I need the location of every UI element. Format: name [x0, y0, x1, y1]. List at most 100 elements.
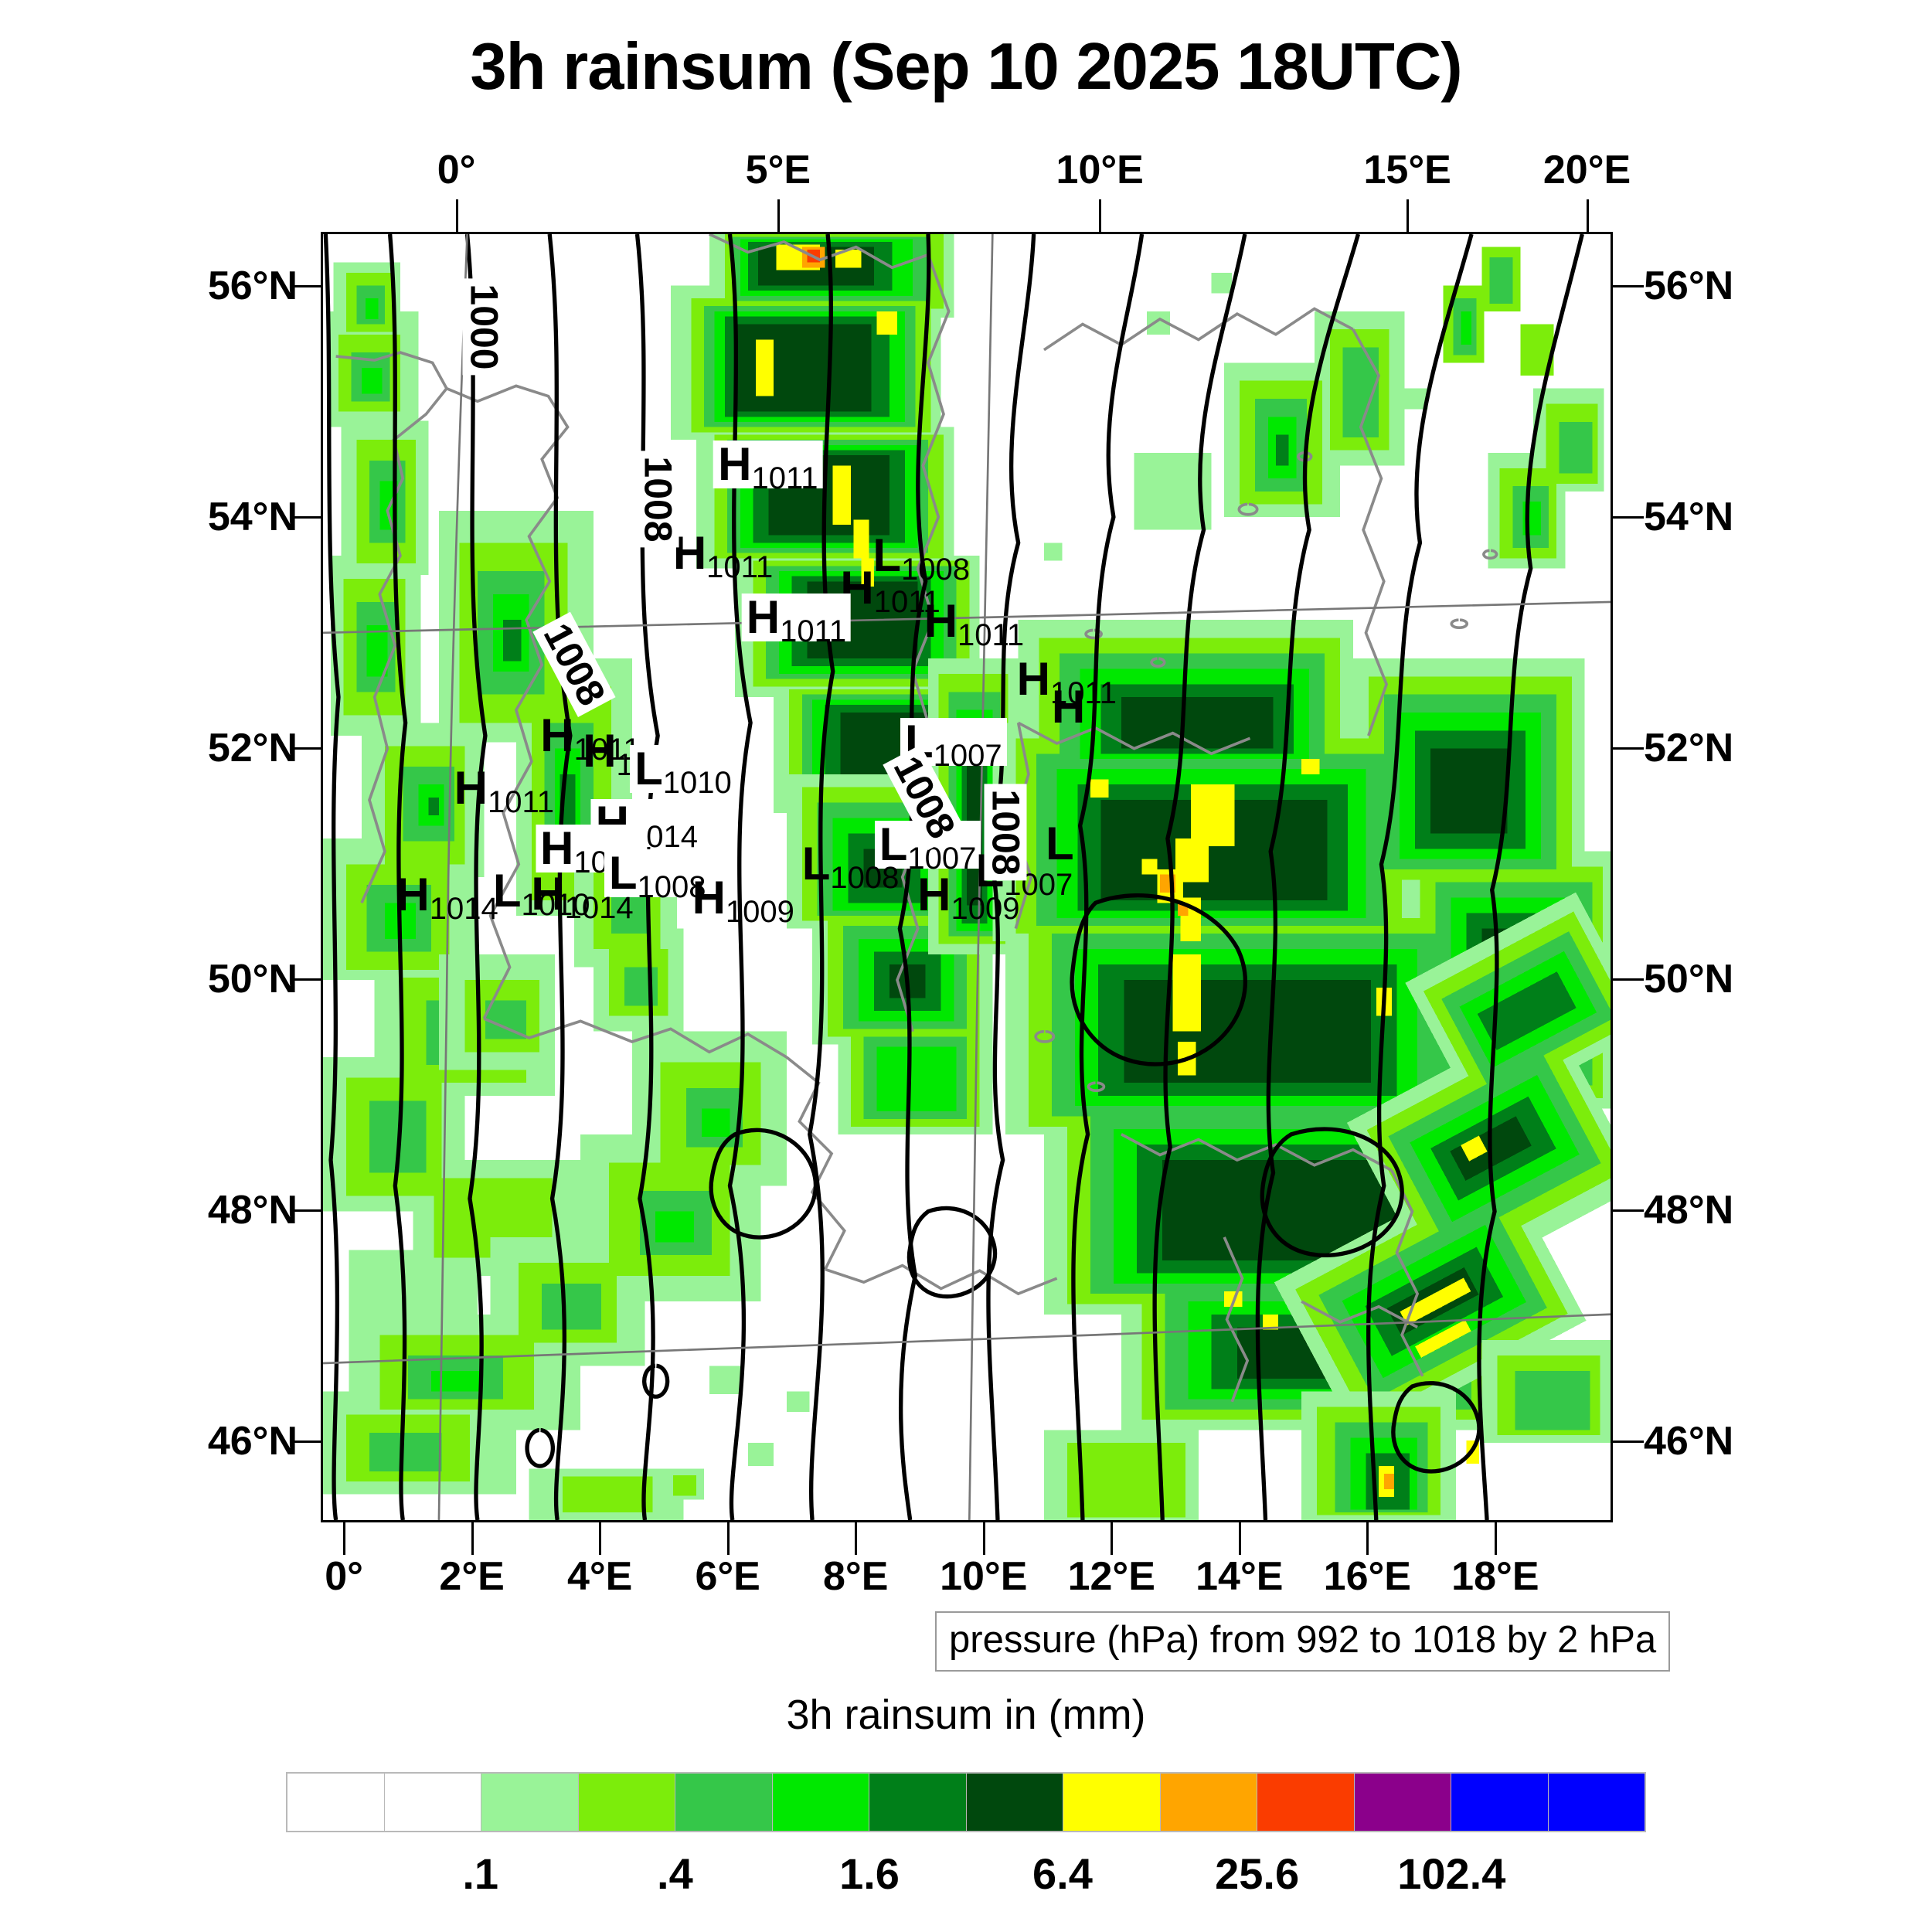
- axis-label-left: 50°N: [207, 957, 298, 1002]
- tick-mark: [1613, 978, 1644, 981]
- pressure-center-high: H1011: [741, 590, 852, 647]
- pressure-center-symbol: H: [1051, 681, 1086, 733]
- tick-mark: [777, 199, 780, 232]
- pressure-center-high: H1011: [835, 564, 944, 617]
- tick-mark: [343, 1522, 346, 1555]
- pressure-center-symbol: H: [531, 867, 565, 920]
- pressure-center-value: 1014: [564, 890, 634, 925]
- tick-mark: [599, 1522, 602, 1555]
- pressure-center-symbol: H: [746, 590, 781, 643]
- axis-label-right: 52°N: [1644, 726, 1734, 770]
- pressure-center-high: H1011: [536, 712, 645, 765]
- tick-mark: [290, 284, 321, 287]
- tick-mark: [471, 1522, 474, 1555]
- axis-label-bottom: 6°E: [695, 1554, 760, 1599]
- tick-mark: [1613, 747, 1644, 750]
- tick-mark: [1494, 1522, 1497, 1555]
- pressure-center-value: 1010: [521, 888, 590, 923]
- axis-label-right: 54°N: [1644, 494, 1734, 539]
- pressure-center-symbol: H: [1016, 652, 1051, 705]
- map-plot-area[interactable]: H1011 H1011 L1008 H1011 H1011 H1011 H1011 L1007…: [321, 232, 1613, 1522]
- tick-mark: [726, 1522, 730, 1555]
- pressure-center-value: 1011: [873, 584, 940, 619]
- pressure-center-symbol: H: [396, 869, 430, 921]
- axis-label-bottom: 10°E: [940, 1554, 1028, 1599]
- colorbar-cell-12[interactable]: [1451, 1774, 1549, 1831]
- colorbar-cell-11[interactable]: [1354, 1774, 1451, 1831]
- axis-label-top: 20°E: [1543, 148, 1631, 192]
- colorbar-cell-1[interactable]: [384, 1774, 481, 1831]
- pressure-center-high: H1011: [450, 762, 559, 818]
- map-canvas: [323, 234, 1611, 1520]
- pressure-center-low: L1010: [488, 867, 595, 921]
- pressure-center-value: 1008: [901, 553, 971, 587]
- pressure-center-value: 1011: [573, 732, 641, 767]
- axis-label-right: 50°N: [1644, 957, 1734, 1002]
- pressure-center-high: H1011: [920, 597, 1029, 651]
- tick-mark: [290, 515, 321, 519]
- axis-label-right: 46°N: [1644, 1419, 1734, 1464]
- colorbar-cell-6[interactable]: [869, 1774, 967, 1831]
- tick-mark: [290, 1209, 321, 1213]
- contour-label: 1000: [462, 278, 506, 376]
- tick-mark: [1613, 1209, 1644, 1213]
- colorbar-tick-label: 25.6: [1215, 1849, 1300, 1898]
- colorbar-cell-4[interactable]: [675, 1774, 773, 1831]
- pressure-center-high: H1011: [1012, 652, 1121, 709]
- colorbar-tick-label: 1.6: [839, 1849, 900, 1898]
- pressure-center-symbol: H: [454, 762, 488, 815]
- pressure-center-symbol: L: [608, 847, 638, 899]
- axis-label-bottom: 12°E: [1067, 1554, 1155, 1599]
- axis-label-left: 46°N: [207, 1419, 298, 1464]
- pressure-center-value: 1010: [662, 766, 732, 801]
- pressure-center-high: H1014: [391, 869, 502, 925]
- colorbar-cell-2[interactable]: [481, 1774, 579, 1831]
- pressure-center-value: 1011: [957, 617, 1025, 652]
- tick-mark: [982, 1522, 985, 1555]
- pressure-center-value: 1007: [933, 739, 1002, 774]
- axis-label-top: 5°E: [745, 148, 811, 192]
- pressure-center-value: 1011: [1050, 675, 1117, 710]
- axis-label-bottom: 4°E: [566, 1554, 633, 1599]
- axis-label-top: 10°E: [1056, 148, 1144, 192]
- axis-label-left: 52°N: [207, 726, 298, 770]
- contour-label: 1008: [984, 784, 1027, 881]
- colorbar-cell-8[interactable]: [1063, 1774, 1161, 1831]
- tick-mark: [290, 747, 321, 750]
- axis-label-right: 48°N: [1644, 1188, 1734, 1233]
- pressure-center-value: 1008: [830, 861, 900, 896]
- colorbar-tick-label: .1: [462, 1849, 499, 1898]
- axis-label-left: 56°N: [207, 263, 298, 308]
- pressure-center-symbol: H: [718, 437, 752, 490]
- pressure-center-value: 1008: [637, 870, 706, 904]
- axis-label-bottom: 14°E: [1196, 1554, 1284, 1599]
- pressure-center-low: L1010: [630, 745, 736, 798]
- colorbar-tick-label: 102.4: [1397, 1849, 1506, 1898]
- colorbar[interactable]: [286, 1772, 1646, 1832]
- pressure-center-symbol: L: [872, 529, 902, 581]
- colorbar-cell-13[interactable]: [1548, 1774, 1645, 1831]
- tick-mark: [1586, 199, 1589, 232]
- colorbar-cell-7[interactable]: [966, 1774, 1063, 1831]
- pressure-center-symbol: L: [801, 838, 831, 890]
- pressure-center-low: L1007: [874, 821, 981, 874]
- colorbar-cell-10[interactable]: [1257, 1774, 1355, 1831]
- pressure-center-value: 1011: [751, 461, 818, 495]
- axis-label-left: 54°N: [207, 494, 298, 539]
- colorbar-cell-5[interactable]: [772, 1774, 869, 1831]
- colorbar-cell-3[interactable]: [578, 1774, 675, 1831]
- tick-mark: [290, 1440, 321, 1444]
- colorbar-cell-0[interactable]: [287, 1774, 385, 1831]
- tick-mark: [455, 199, 458, 232]
- pressure-center-high: H1014: [526, 867, 638, 923]
- pressure-center-symbol: L: [1046, 817, 1074, 869]
- page-title: 3h rainsum (Sep 10 2025 18UTC): [470, 30, 1462, 104]
- pressure-center-value: 1011: [780, 614, 847, 648]
- pressure-center-value: 1009: [951, 892, 1020, 927]
- pressure-center-symbol: H: [540, 822, 574, 875]
- colorbar-cell-9[interactable]: [1160, 1774, 1257, 1831]
- pressure-legend: pressure (hPa) from 992 to 1018 by 2 hPa: [935, 1611, 1671, 1672]
- axis-label-bottom: 2°E: [439, 1554, 505, 1599]
- tick-mark: [1406, 199, 1410, 232]
- tick-mark: [1111, 1522, 1114, 1555]
